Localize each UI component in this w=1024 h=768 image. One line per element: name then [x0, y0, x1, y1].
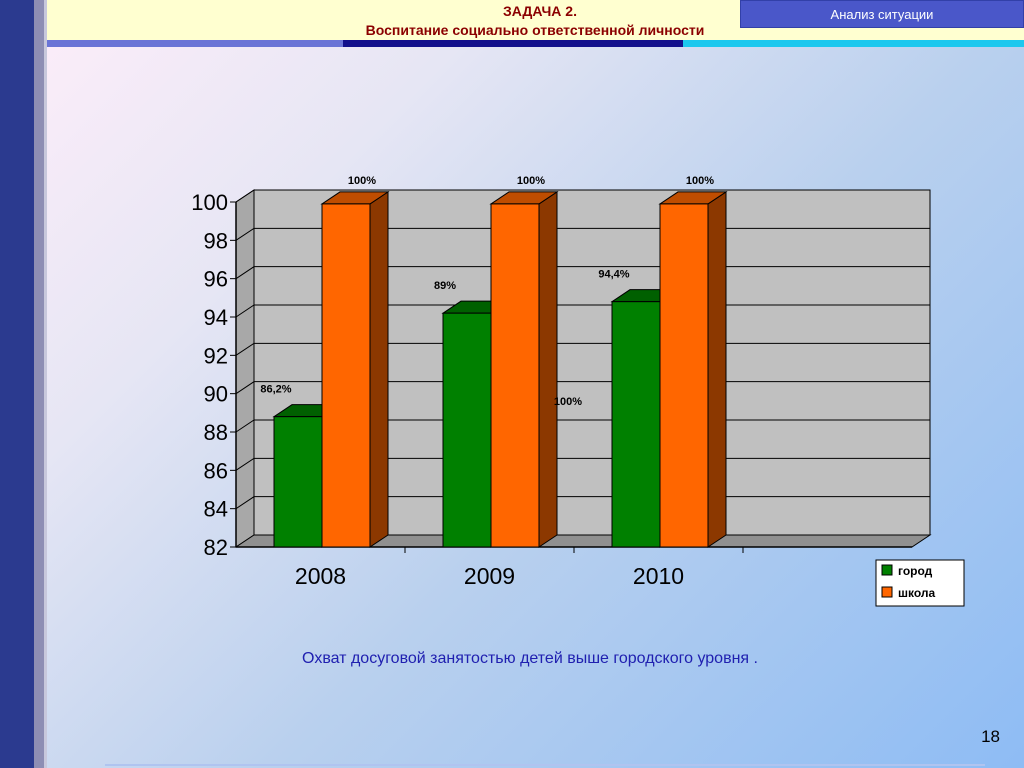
y-tick-label: 92 [204, 343, 228, 368]
legend-box [875, 559, 965, 607]
gridline [235, 189, 930, 203]
chart-legend: город школа [875, 559, 965, 607]
data-label: 89% [434, 280, 456, 292]
chart-labels: 82 84 86 88 90 92 94 96 98 100 86,2% 100% 2008 89% 100… [191, 175, 714, 589]
left-frame-bar-light [44, 0, 47, 768]
bar-город-2008 [273, 416, 323, 548]
bar-город-2009 [442, 312, 492, 548]
bar-side-школа-2010 [707, 190, 727, 548]
y-tick-label: 82 [204, 535, 228, 560]
task-title: Воспитание социально ответственной лично… [365, 22, 705, 38]
left-frame-bar [0, 0, 34, 768]
legend-label-город: город [898, 564, 933, 578]
y-tick-label: 98 [204, 228, 228, 253]
header-stripe-center [343, 40, 683, 47]
y-tick-label: 94 [204, 305, 228, 330]
x-tick-label: 2009 [464, 563, 515, 589]
bar-side-школа-2008 [369, 190, 389, 548]
section-tab-label: Анализ ситуации [830, 7, 934, 22]
bar-школа-2010 [659, 203, 709, 548]
data-label: 86,2% [260, 384, 291, 396]
section-tab: Анализ ситуации [740, 0, 1024, 28]
chart-bars [272, 190, 728, 548]
legend-swatch-школа [881, 586, 893, 598]
y-tick-label: 90 [204, 382, 228, 407]
legend-swatch-город [881, 564, 893, 576]
data-label: 100% [517, 175, 545, 187]
bar-школа-2009 [490, 203, 540, 548]
x-tick-label: 2010 [633, 563, 684, 589]
data-label: 100% [348, 175, 376, 187]
legend-label-школа: школа [898, 586, 936, 600]
page-number: 18 [981, 727, 1000, 746]
data-label: 100% [686, 175, 714, 187]
header-stripe-right [683, 40, 1024, 47]
y-tick-label: 96 [204, 267, 228, 292]
extra-data-label: 100% [554, 396, 582, 408]
header-stripe-left [47, 40, 343, 47]
data-label: 94,4% [598, 269, 629, 281]
y-tick-label: 88 [204, 420, 228, 445]
bar-side-школа-2009 [538, 190, 558, 548]
bar-город-2010 [611, 301, 661, 548]
chart-caption: Охват досуговой занятостью детей выше го… [302, 650, 758, 667]
y-tick-label: 86 [204, 458, 228, 483]
y-tick-label: 100 [191, 190, 228, 215]
bar-школа-2008 [321, 203, 371, 548]
left-frame-bar-secondary [34, 0, 44, 768]
bottom-divider [105, 764, 985, 766]
plot-side-wall [235, 189, 255, 548]
task-label: ЗАДАЧА 2. [503, 3, 577, 19]
y-tick-label: 84 [204, 497, 228, 522]
x-tick-label: 2008 [295, 563, 346, 589]
